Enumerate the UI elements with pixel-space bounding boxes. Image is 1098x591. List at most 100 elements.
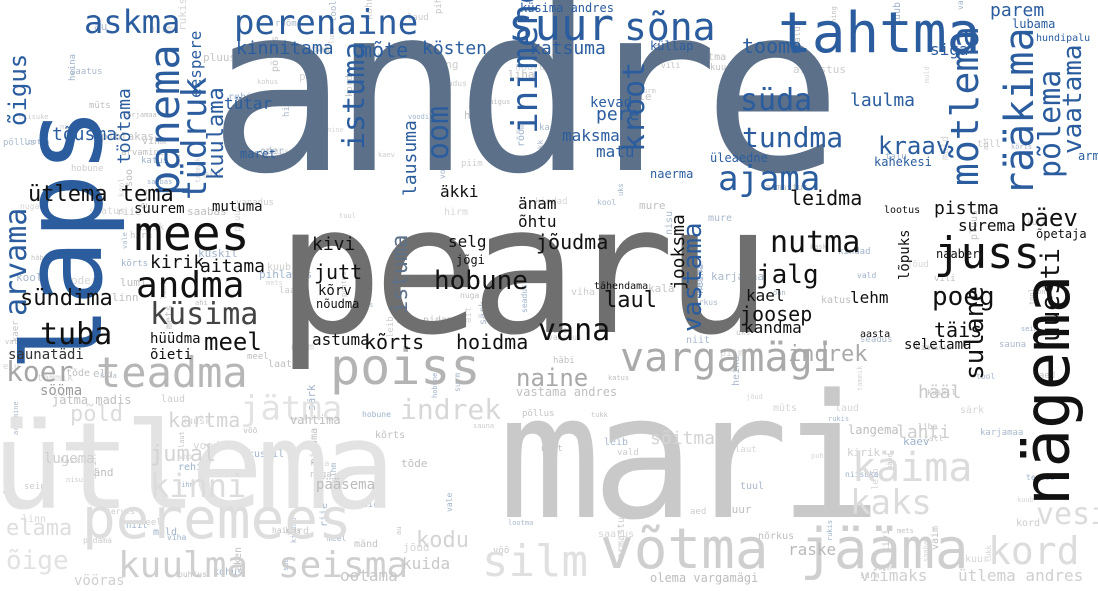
word-meel: meel xyxy=(204,328,262,356)
word-tootama: töötama xyxy=(114,88,135,164)
filler-word: tukk xyxy=(591,411,608,419)
word-tais: täis xyxy=(934,318,983,342)
word-jalg: jalg xyxy=(756,260,819,290)
filler-word: niisuke xyxy=(845,470,879,479)
filler-word: vihm xyxy=(177,481,194,489)
word-lehm: lehm xyxy=(850,288,889,307)
filler-word: liha xyxy=(918,422,938,431)
word-kodu: kodu xyxy=(416,528,469,553)
word-lahti: lahti xyxy=(896,422,951,443)
word-hobune: hobune xyxy=(434,266,528,296)
filler-word: hirm xyxy=(444,207,469,218)
filler-word: elu xyxy=(93,367,113,380)
filler-word: kuur xyxy=(725,503,752,516)
filler-word: jõud xyxy=(907,260,929,270)
word-viimaks-utlema-andres: viimaks xyxy=(860,566,928,585)
word-kusima: küsima xyxy=(150,297,259,332)
word-sundima: sündima xyxy=(20,286,113,311)
word-katsuma: katsuma xyxy=(530,38,606,59)
filler-word: karjamaa xyxy=(123,111,157,119)
filler-word: nõrkus xyxy=(260,147,289,156)
filler-word: oder xyxy=(260,146,285,157)
filler-word: põllus xyxy=(3,138,36,148)
filler-word: hing xyxy=(432,58,459,71)
word-aitama: aitama xyxy=(200,256,266,277)
filler-word: kuusk xyxy=(710,63,738,73)
filler-word: kuskil xyxy=(927,388,956,397)
word-korts: kõrts xyxy=(364,330,425,354)
filler-word: surm xyxy=(860,571,880,580)
word-suda: süda xyxy=(740,83,813,118)
word-anam: änam xyxy=(518,194,557,213)
filler-word: niisuke xyxy=(19,113,49,121)
filler-word: voodi xyxy=(408,113,430,121)
filler-word: muld xyxy=(153,527,178,538)
word-indrek-mid: indrek xyxy=(788,342,868,367)
filler-word: kirik xyxy=(370,55,392,63)
word-votma: võtma xyxy=(600,517,769,582)
filler-word: tõde xyxy=(401,457,428,470)
filler-word: mänd xyxy=(354,539,379,550)
filler-word: saatus xyxy=(70,67,103,77)
filler-word: häbi xyxy=(553,356,575,366)
filler-word: nõrkus xyxy=(758,531,795,542)
filler-word: katus xyxy=(821,295,852,306)
word-suur: suur xyxy=(508,0,614,51)
filler-word: armastus xyxy=(793,63,846,76)
filler-word: oder xyxy=(71,274,98,287)
filler-word: vihm xyxy=(142,136,167,147)
filler-word: ahi xyxy=(203,168,223,181)
word-kartma: kartma xyxy=(168,408,241,432)
word-astuma: astuma xyxy=(312,330,370,349)
word-tutar: tütar xyxy=(224,94,273,113)
filler-word: kirik xyxy=(137,223,165,233)
filler-word: viha xyxy=(167,533,187,542)
filler-word: õnn xyxy=(773,289,786,297)
word-nutma: nutma xyxy=(770,225,861,260)
word-tooma: tooma xyxy=(742,34,803,58)
filler-word: vanadus xyxy=(437,317,467,325)
word-hoidma: hoidma xyxy=(456,330,529,354)
filler-word: rõõm xyxy=(290,342,315,353)
filler-word: mure xyxy=(708,213,733,224)
word-joosep: joosep xyxy=(740,302,813,326)
filler-word: sein xyxy=(1021,325,1038,333)
filler-word: vald xyxy=(857,271,877,280)
word-kinni: kinni xyxy=(150,467,247,505)
filler-word: lumi xyxy=(283,445,300,453)
filler-word: uks xyxy=(736,328,751,337)
filler-word: seadus xyxy=(438,79,467,88)
word-kahekesi: kahekesi xyxy=(874,155,932,169)
filler-word: rehi xyxy=(178,462,203,473)
filler-word: haigus xyxy=(272,526,301,535)
word-oige: õige xyxy=(6,546,69,576)
filler-word: kool xyxy=(16,271,43,284)
filler-word: katus xyxy=(608,374,630,382)
filler-word: aed xyxy=(315,46,328,54)
filler-word: vaim xyxy=(874,564,891,572)
word-ootama: ootama xyxy=(340,566,398,585)
word-tundma: tundma xyxy=(742,121,844,154)
filler-word: vöö xyxy=(179,453,192,461)
filler-word: sein xyxy=(24,482,46,492)
filler-word: armastus xyxy=(765,183,809,193)
filler-word: kirik xyxy=(847,446,881,459)
word-jumal: jumal xyxy=(150,442,217,467)
word-silm: silm xyxy=(482,536,588,587)
filler-word: tammik xyxy=(37,373,74,384)
word-maret: maret xyxy=(240,147,277,161)
filler-word: riie xyxy=(117,207,142,218)
filler-word: laat xyxy=(268,359,293,370)
word-aasta: aasta xyxy=(860,329,891,340)
word-mari: mari xyxy=(498,357,882,558)
filler-word: pihlakas xyxy=(101,130,154,143)
filler-word: haigus xyxy=(485,98,511,106)
word-elama: elama xyxy=(6,516,73,541)
filler-word: kuusk xyxy=(377,52,402,61)
filler-word: tervis xyxy=(1026,473,1055,482)
word-lausuma: lausuma xyxy=(400,120,421,196)
filler-word: soo xyxy=(396,316,413,326)
word-armastama: armastama xyxy=(1078,149,1098,163)
word-poeg: poeg xyxy=(932,282,995,312)
word-jutt: jutt xyxy=(314,260,363,284)
